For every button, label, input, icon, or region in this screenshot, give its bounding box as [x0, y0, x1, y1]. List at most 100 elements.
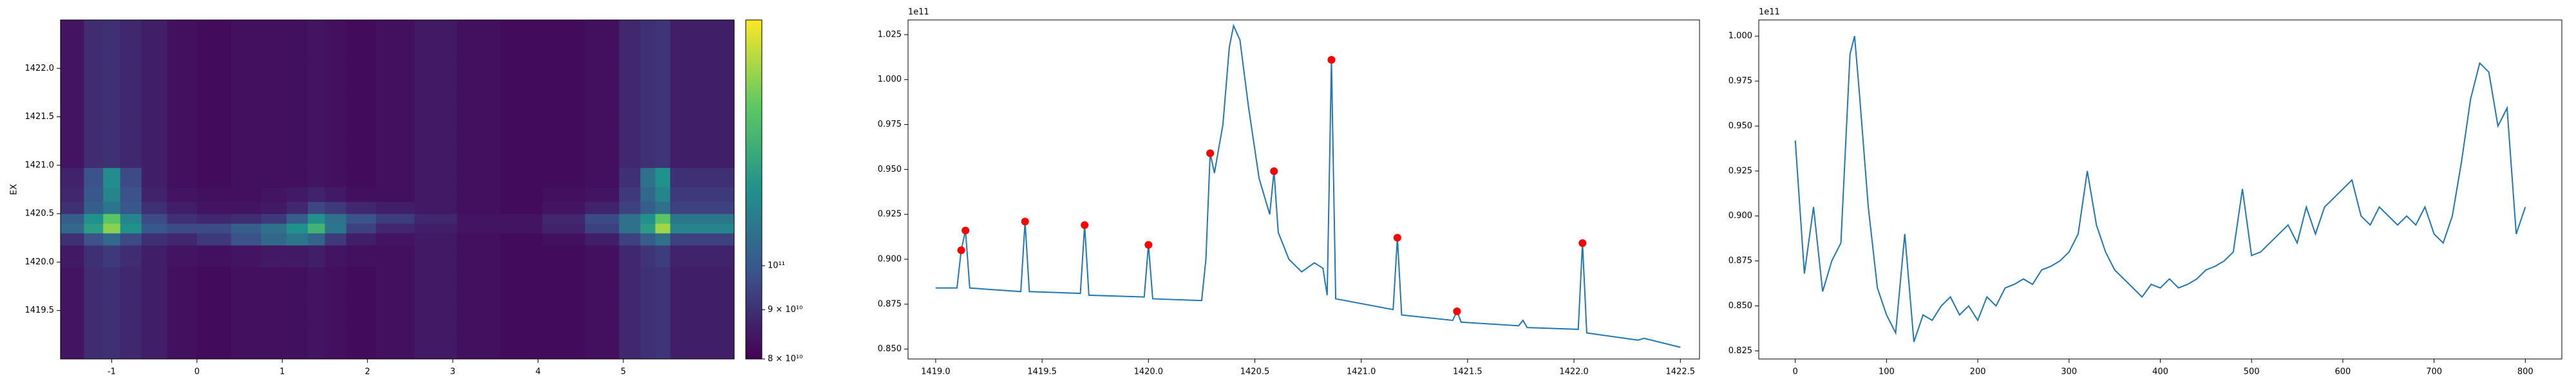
heatmap-cell: [457, 97, 500, 137]
heatmap-cell: [670, 20, 735, 62]
heatmap-cell: [414, 201, 458, 214]
heatmap-cell: [655, 296, 671, 326]
heatmap-cell: [141, 136, 168, 169]
heatmap-cell: [325, 266, 347, 297]
line: [935, 23, 1681, 348]
heatmap-cell: [231, 214, 261, 224]
heatmap-cell: [61, 223, 84, 234]
heatmap-cell: [141, 223, 168, 234]
heatmap-cell: [655, 223, 671, 234]
offset-label: 1e11: [908, 8, 929, 17]
heatmap-cell: [346, 187, 377, 202]
heatmap-cell: [307, 60, 325, 98]
heatmap-cell: [141, 245, 168, 268]
heatmap-cell: [167, 296, 198, 326]
heatmap-cell: [619, 223, 641, 234]
heatmap-cell: [655, 233, 671, 246]
y-tick-label: 0.975: [1728, 77, 1752, 86]
heatmap-cell: [286, 136, 308, 169]
heatmap-cell: [325, 233, 347, 246]
heatmap-cell: [346, 296, 377, 326]
heatmap-cell: [261, 60, 287, 98]
heatmap-cell: [261, 214, 287, 224]
heatmap-cell: [375, 325, 415, 360]
offset-label: 1e11: [1759, 8, 1780, 17]
heatmap-cell: [286, 20, 308, 62]
x-tick-label: 5: [621, 367, 626, 377]
heatmap-cell: [585, 60, 620, 98]
heatmap-cell: [457, 20, 500, 62]
heatmap-cell: [141, 201, 168, 214]
peak-marker: [1021, 217, 1029, 226]
heatmap-cell: [286, 201, 308, 214]
heatmap-cell: [375, 60, 415, 98]
heatmap-cell: [196, 167, 232, 188]
heatmap-cell: [640, 214, 656, 224]
heatmap-cell: [640, 296, 656, 326]
heatmap-cell: [84, 97, 104, 137]
heatmap-cell: [103, 223, 121, 234]
heatmap-cell: [61, 20, 84, 62]
heatmap-cell: [325, 223, 347, 234]
heatmap-cell: [167, 60, 198, 98]
heatmap-cell: [542, 136, 585, 169]
heatmap-cell: [261, 223, 287, 234]
heatmap-cell: [196, 60, 232, 98]
heatmap-cell: [499, 296, 543, 326]
heatmap-cell: [619, 201, 641, 214]
heatmap-cell: [619, 233, 641, 246]
heatmap-cell: [499, 325, 543, 360]
peak-marker: [1081, 221, 1089, 229]
heatmap-cell: [619, 214, 641, 224]
heatmap-cell: [499, 167, 543, 188]
heatmap-cell: [542, 296, 585, 326]
heatmap-cell: [167, 20, 198, 62]
heatmap-cell: [325, 214, 347, 224]
x-tick-label: 1419.0: [921, 367, 951, 377]
heatmap-cell: [542, 97, 585, 137]
heatmap-cell: [141, 97, 168, 137]
heatmap-cell: [307, 20, 325, 62]
heatmap-cell: [325, 296, 347, 326]
heatmap-cell: [61, 266, 84, 297]
heatmap-cell: [346, 201, 377, 214]
axes-frame: [60, 19, 735, 360]
y-tick-label: 0.925: [1728, 166, 1752, 176]
x-tick-label: 600: [2334, 367, 2351, 377]
heatmap-cell: [542, 266, 585, 297]
heatmap-cell: [542, 233, 585, 246]
peak-marker: [1393, 234, 1401, 242]
heatmap-cell: [542, 167, 585, 188]
heatmap-cell: [670, 201, 735, 214]
heatmap-cell: [231, 245, 261, 268]
heatmap-cell: [103, 245, 121, 268]
axes-frame: [907, 19, 1700, 360]
y-tick-label: 0.950: [878, 165, 902, 174]
heatmap-cell: [670, 233, 735, 246]
heatmap-cell: [585, 266, 620, 297]
heatmap-cell: [196, 233, 232, 246]
x-tick-label: 1422.5: [1666, 367, 1696, 377]
heatmap-cell: [375, 201, 415, 214]
heatmap-cell: [499, 187, 543, 202]
line: [1794, 35, 2526, 342]
heatmap-cell: [346, 97, 377, 137]
y-tick-label: 0.900: [878, 255, 902, 264]
x-tick-label: 400: [2152, 367, 2168, 377]
heatmap-cell: [231, 201, 261, 214]
heatmap-cell: [286, 266, 308, 297]
heatmap-cell: [640, 97, 656, 137]
heatmap-cell: [286, 223, 308, 234]
heatmap-cell: [346, 223, 377, 234]
heatmap-cell: [196, 97, 232, 137]
y-tick-label: 0.850: [1728, 301, 1752, 311]
heatmap-cell: [84, 233, 104, 246]
heatmap-cell: [120, 20, 142, 62]
heatmap-cell: [231, 136, 261, 169]
heatmap-cell: [141, 233, 168, 246]
heatmap-cell: [585, 136, 620, 169]
colorbar-tick-label: 9 × 10¹⁰: [768, 305, 802, 315]
y-tick-label: 1420.5: [25, 209, 55, 219]
heatmap-cell: [585, 325, 620, 360]
heatmap-cell: [307, 233, 325, 246]
